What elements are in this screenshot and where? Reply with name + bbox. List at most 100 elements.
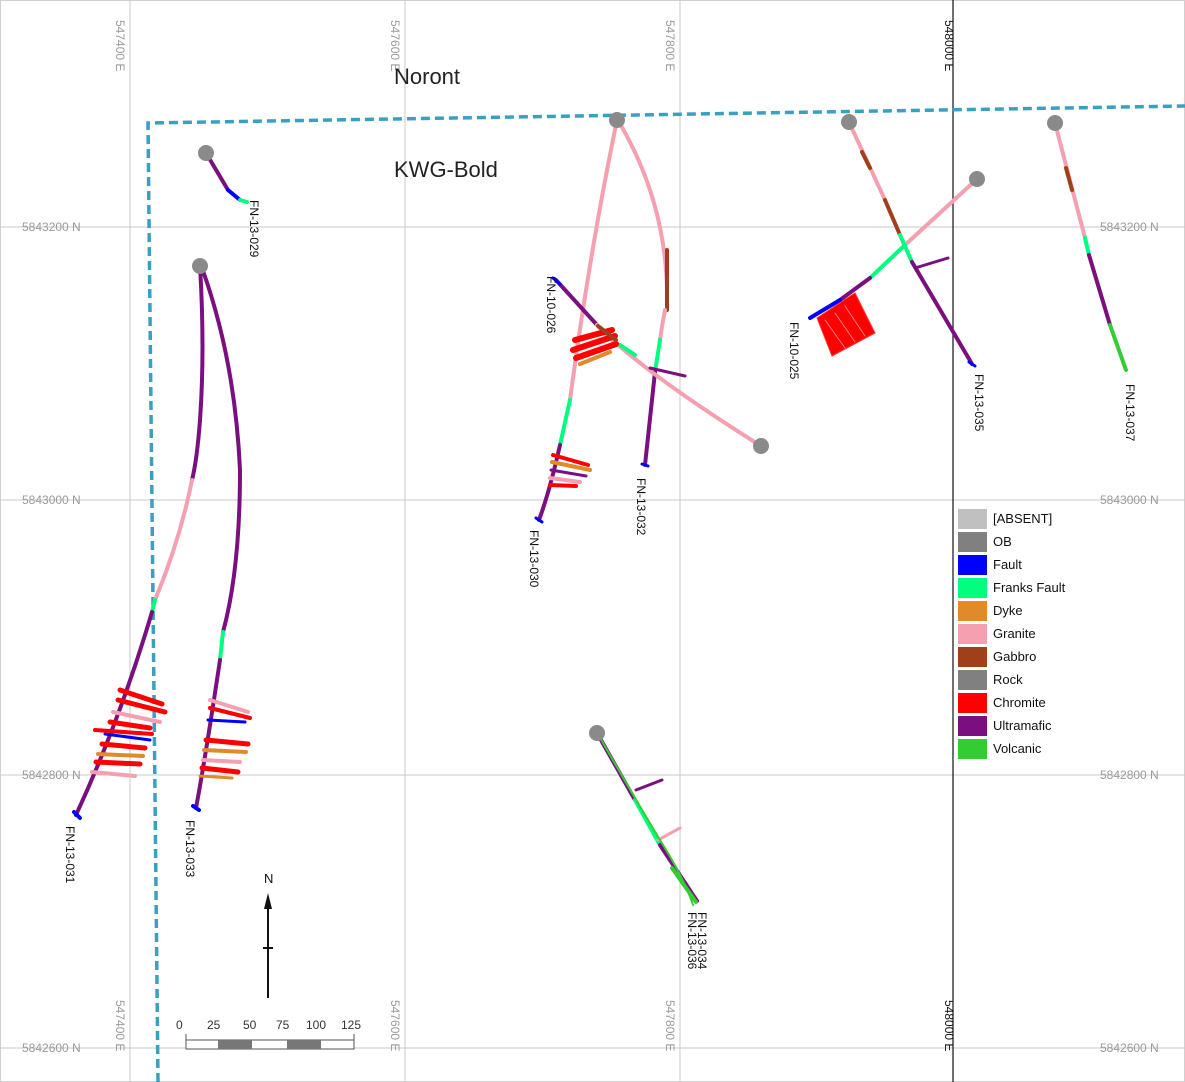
northing-label-right: 5842600 N (1100, 1041, 1159, 1055)
easting-label-top: 547600 E (388, 20, 402, 71)
collar-marker (841, 114, 857, 130)
northing-label-left: 5842800 N (22, 768, 81, 782)
legend-label: OB (993, 534, 1012, 549)
legend-item: Volcanic (958, 737, 1088, 760)
legend-item: Fault (958, 553, 1088, 576)
legend-label: Franks Fault (993, 580, 1066, 595)
collar-marker (589, 725, 605, 741)
easting-label-top: 547800 E (663, 20, 677, 71)
drillhole-fn13035 (847, 120, 977, 368)
drillhole-label-fn13030: FN-13-030 (527, 530, 541, 588)
legend-swatch (958, 646, 987, 667)
legend-label: Ultramafic (993, 718, 1052, 733)
area-label-noront: Noront (394, 64, 460, 89)
drillhole-label-fn13033: FN-13-033 (183, 820, 197, 878)
legend-item: Gabbro (958, 645, 1088, 668)
drillhole-fn10025 (808, 177, 979, 320)
scale-tick-label: 0 (176, 1018, 183, 1032)
legend-item: Dyke (958, 599, 1088, 622)
legend-swatch (958, 715, 987, 736)
scale-tick-label: 125 (341, 1018, 361, 1032)
property-boundary (146, 104, 1185, 1082)
legend-item: Chromite (958, 691, 1088, 714)
legend-item: OB (958, 530, 1088, 553)
drillhole-fn13033 (191, 266, 243, 812)
drillhole-label-fn13034: FN-13-034 (695, 912, 709, 970)
drillhole-label-fn10026: FN-10-026 (544, 276, 558, 334)
northing-labels: 5843200 N 5843000 N 5842800 N 5842600 N … (22, 220, 1159, 1055)
legend-label: Gabbro (993, 649, 1037, 664)
legend-item: Franks Fault (958, 576, 1088, 599)
collar-marker (1047, 115, 1063, 131)
easting-label-top: 547400 E (113, 20, 127, 71)
legend-swatch (958, 531, 987, 552)
drillhole-label-fn13031: FN-13-031 (63, 826, 77, 884)
legend-label: [ABSENT] (993, 511, 1053, 526)
legend-swatch (958, 554, 987, 575)
legend-swatch (958, 577, 987, 598)
chromite-branches-fn10026 (570, 324, 619, 366)
scale-tick-label: 25 (207, 1018, 221, 1032)
easting-label-top: 548000 E (942, 20, 956, 71)
legend-label: Chromite (993, 695, 1046, 710)
collar-marker (753, 438, 769, 454)
area-label-kwg-bold: KWG-Bold (394, 157, 498, 182)
legend-swatch (958, 669, 987, 690)
legend-label: Granite (993, 626, 1036, 641)
legend-swatch (958, 623, 987, 644)
drillhole-label-fn10025: FN-10-025 (787, 322, 801, 380)
legend-item: [ABSENT] (958, 507, 1088, 530)
north-label: N (264, 871, 273, 886)
collar-marker (198, 145, 214, 161)
easting-label-bottom: 547800 E (663, 1000, 677, 1051)
chromite-branches-fn10025 (816, 292, 876, 357)
scale-bar-labels: 0 25 50 75 100 125 (176, 1018, 361, 1032)
legend-label: Fault (993, 557, 1022, 572)
easting-labels: 547400 E 547600 E 547800 E 548000 E 5474… (113, 20, 956, 1051)
chromite-branches-fn13033 (198, 698, 252, 780)
scale-tick-label: 50 (243, 1018, 257, 1032)
legend-label: Volcanic (993, 741, 1042, 756)
drillhole-label-fn13036: FN-13-036 (685, 912, 699, 970)
drillhole-labels: FN-13-029 FN-13-031 FN-13-033 FN-10-026 … (63, 200, 1137, 970)
northing-label-right: 5843200 N (1100, 220, 1159, 234)
legend-swatch (958, 692, 987, 713)
northing-label-left: 5843200 N (22, 220, 81, 234)
drillhole-traces (72, 118, 1128, 906)
legend-item: Rock (958, 668, 1088, 691)
northing-label-right: 5842800 N (1100, 768, 1159, 782)
scale-tick-label: 100 (306, 1018, 326, 1032)
drillhole-fn13037 (1053, 121, 1128, 372)
collar-marker (192, 258, 208, 274)
scale-bar: 0 25 50 75 100 125 (176, 1018, 361, 1050)
north-arrow-head-icon (264, 893, 272, 909)
scale-tick-label: 75 (276, 1018, 290, 1032)
easting-label-bottom: 547400 E (113, 1000, 127, 1051)
legend: [ABSENT] OB Fault Franks Fault Dyke Granite Ga… (958, 507, 1088, 760)
collar-marker (969, 171, 985, 187)
northing-label-right: 5843000 N (1100, 493, 1159, 507)
drillhole-label-fn13037: FN-13-037 (1123, 384, 1137, 442)
drillhole-label-fn13035: FN-13-035 (972, 374, 986, 432)
chromite-branches-fn13030 (548, 453, 592, 488)
legend-swatch (958, 508, 987, 529)
drillhole-fn13036 (598, 735, 698, 906)
collar-marker (609, 112, 625, 128)
drillhole-fn13032 (617, 120, 669, 468)
drillhole-label-fn13029: FN-13-029 (247, 200, 261, 258)
drillhole-label-fn13032: FN-13-032 (634, 478, 648, 536)
northing-label-left: 5842600 N (22, 1041, 81, 1055)
legend-item: Ultramafic (958, 714, 1088, 737)
chromite-branches-fn13031 (90, 687, 168, 778)
northing-label-left: 5843000 N (22, 493, 81, 507)
north-arrow: N (263, 871, 273, 998)
legend-item: Granite (958, 622, 1088, 645)
drillhole-fn13031 (72, 264, 205, 820)
easting-label-bottom: 547600 E (388, 1000, 402, 1051)
legend-swatch (958, 600, 987, 621)
legend-label: Rock (993, 672, 1023, 687)
drillhole-collars (192, 112, 1063, 741)
